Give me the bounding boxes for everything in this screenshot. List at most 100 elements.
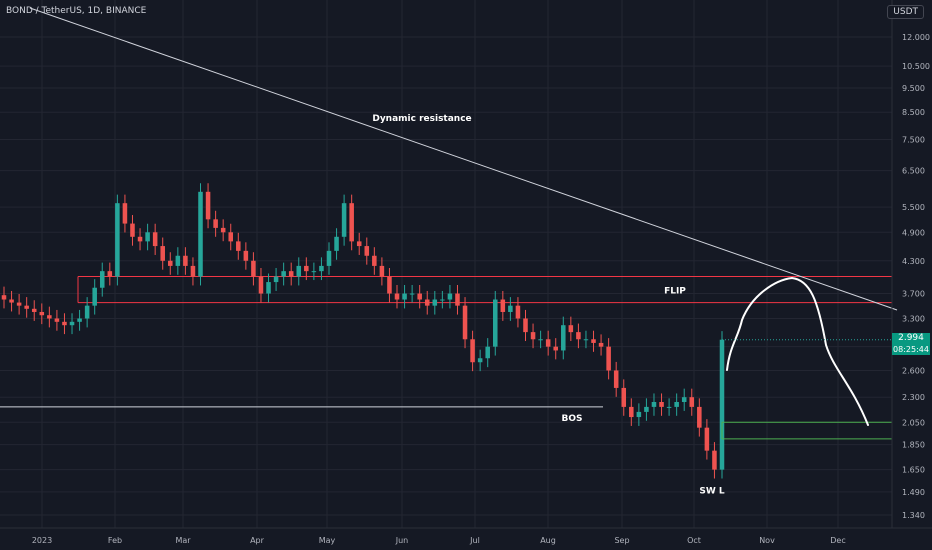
y-tick-label: 10.500 <box>902 62 930 71</box>
swing-low-label: SW L <box>699 487 725 497</box>
candle <box>168 252 173 275</box>
candle <box>364 237 370 265</box>
candle <box>39 303 45 325</box>
candle-body <box>137 236 143 242</box>
candle-body <box>107 271 113 277</box>
candle-body <box>530 332 536 340</box>
candle <box>523 309 528 342</box>
candle-body <box>160 246 165 261</box>
y-tick-label: 5.500 <box>902 203 925 212</box>
candle-body <box>92 287 97 306</box>
x-tick-label: Feb <box>108 536 122 545</box>
candle-body <box>296 265 302 277</box>
y-tick-label: 1.650 <box>902 466 925 475</box>
candle-body <box>281 271 286 277</box>
bos-label: BOS <box>562 414 583 424</box>
y-axis: 12.000 10.500 9.500 8.500 7.500 6.500 5.500 4.9… <box>891 0 930 528</box>
x-tick-label: Apr <box>250 536 265 545</box>
candle-body <box>319 265 324 272</box>
flip-label: FLIP <box>664 287 686 297</box>
x-tick-label: Jun <box>395 536 409 545</box>
candle <box>47 306 52 328</box>
candle-body <box>152 232 158 247</box>
candle-body <box>561 325 566 351</box>
candle <box>500 290 506 321</box>
candle-body <box>372 255 377 266</box>
candle-body <box>681 397 687 402</box>
candle-body <box>387 276 392 294</box>
candle <box>258 267 264 303</box>
candle <box>583 330 589 349</box>
candle <box>538 330 543 349</box>
candle <box>402 284 407 309</box>
candle <box>228 223 234 251</box>
y-tick-label: 1.490 <box>902 488 925 497</box>
candle-body <box>334 236 339 251</box>
candle <box>9 290 14 312</box>
candle-body <box>719 339 725 470</box>
candle-body <box>130 223 135 237</box>
candle-body <box>243 250 249 261</box>
candle-body <box>379 265 385 277</box>
candle-body <box>712 450 717 470</box>
y-tick-label: 1.850 <box>902 441 925 450</box>
candle <box>508 297 513 321</box>
candle <box>689 388 695 416</box>
candle <box>576 323 581 349</box>
candle-body <box>568 325 574 333</box>
candle-body <box>145 232 150 242</box>
candle-body <box>553 346 558 351</box>
y-tick-label: 2.050 <box>902 418 925 427</box>
candle-body <box>651 401 657 407</box>
candle-body <box>704 427 710 451</box>
candle-body <box>636 411 642 418</box>
candle-body <box>16 302 22 306</box>
candle <box>629 398 634 426</box>
candle <box>659 393 664 416</box>
candle-body <box>205 191 211 220</box>
candle-body <box>492 299 498 347</box>
grid <box>0 0 892 528</box>
candle <box>54 309 60 331</box>
candle-body <box>417 293 422 300</box>
candle <box>69 313 75 335</box>
candle-body <box>62 321 67 326</box>
candle <box>341 194 347 246</box>
candle <box>432 290 438 315</box>
candle-body <box>356 241 362 247</box>
candle-body <box>288 271 294 277</box>
last-price-tag: 2.994 08:25:44 <box>892 333 930 355</box>
candle-body <box>364 246 370 256</box>
candle-body <box>447 293 453 300</box>
candle <box>296 257 302 286</box>
candle <box>145 223 150 251</box>
candle-body <box>84 305 90 319</box>
candle <box>84 297 90 328</box>
candle <box>613 361 619 397</box>
candle <box>424 290 430 315</box>
candle-body <box>432 299 438 306</box>
candle-body <box>220 227 226 233</box>
candle <box>674 393 679 416</box>
candle <box>387 267 392 303</box>
candle <box>16 294 22 315</box>
candle <box>568 316 574 342</box>
y-tick-label: 9.500 <box>902 84 925 93</box>
candle <box>704 419 710 460</box>
candle-body <box>689 397 695 407</box>
candle <box>621 379 627 416</box>
candle <box>598 334 604 356</box>
dynamic-resistance-line <box>29 7 898 311</box>
candle <box>198 183 203 286</box>
currency-unit-button[interactable]: USDT <box>887 5 924 19</box>
flip-zone <box>77 276 892 304</box>
candle <box>712 442 717 479</box>
candle-body <box>394 293 400 300</box>
candle-body <box>629 406 634 418</box>
candle-body <box>24 305 29 309</box>
candle-body <box>341 203 347 237</box>
candle-body <box>440 299 445 301</box>
candle <box>326 242 332 275</box>
candle <box>379 257 385 286</box>
